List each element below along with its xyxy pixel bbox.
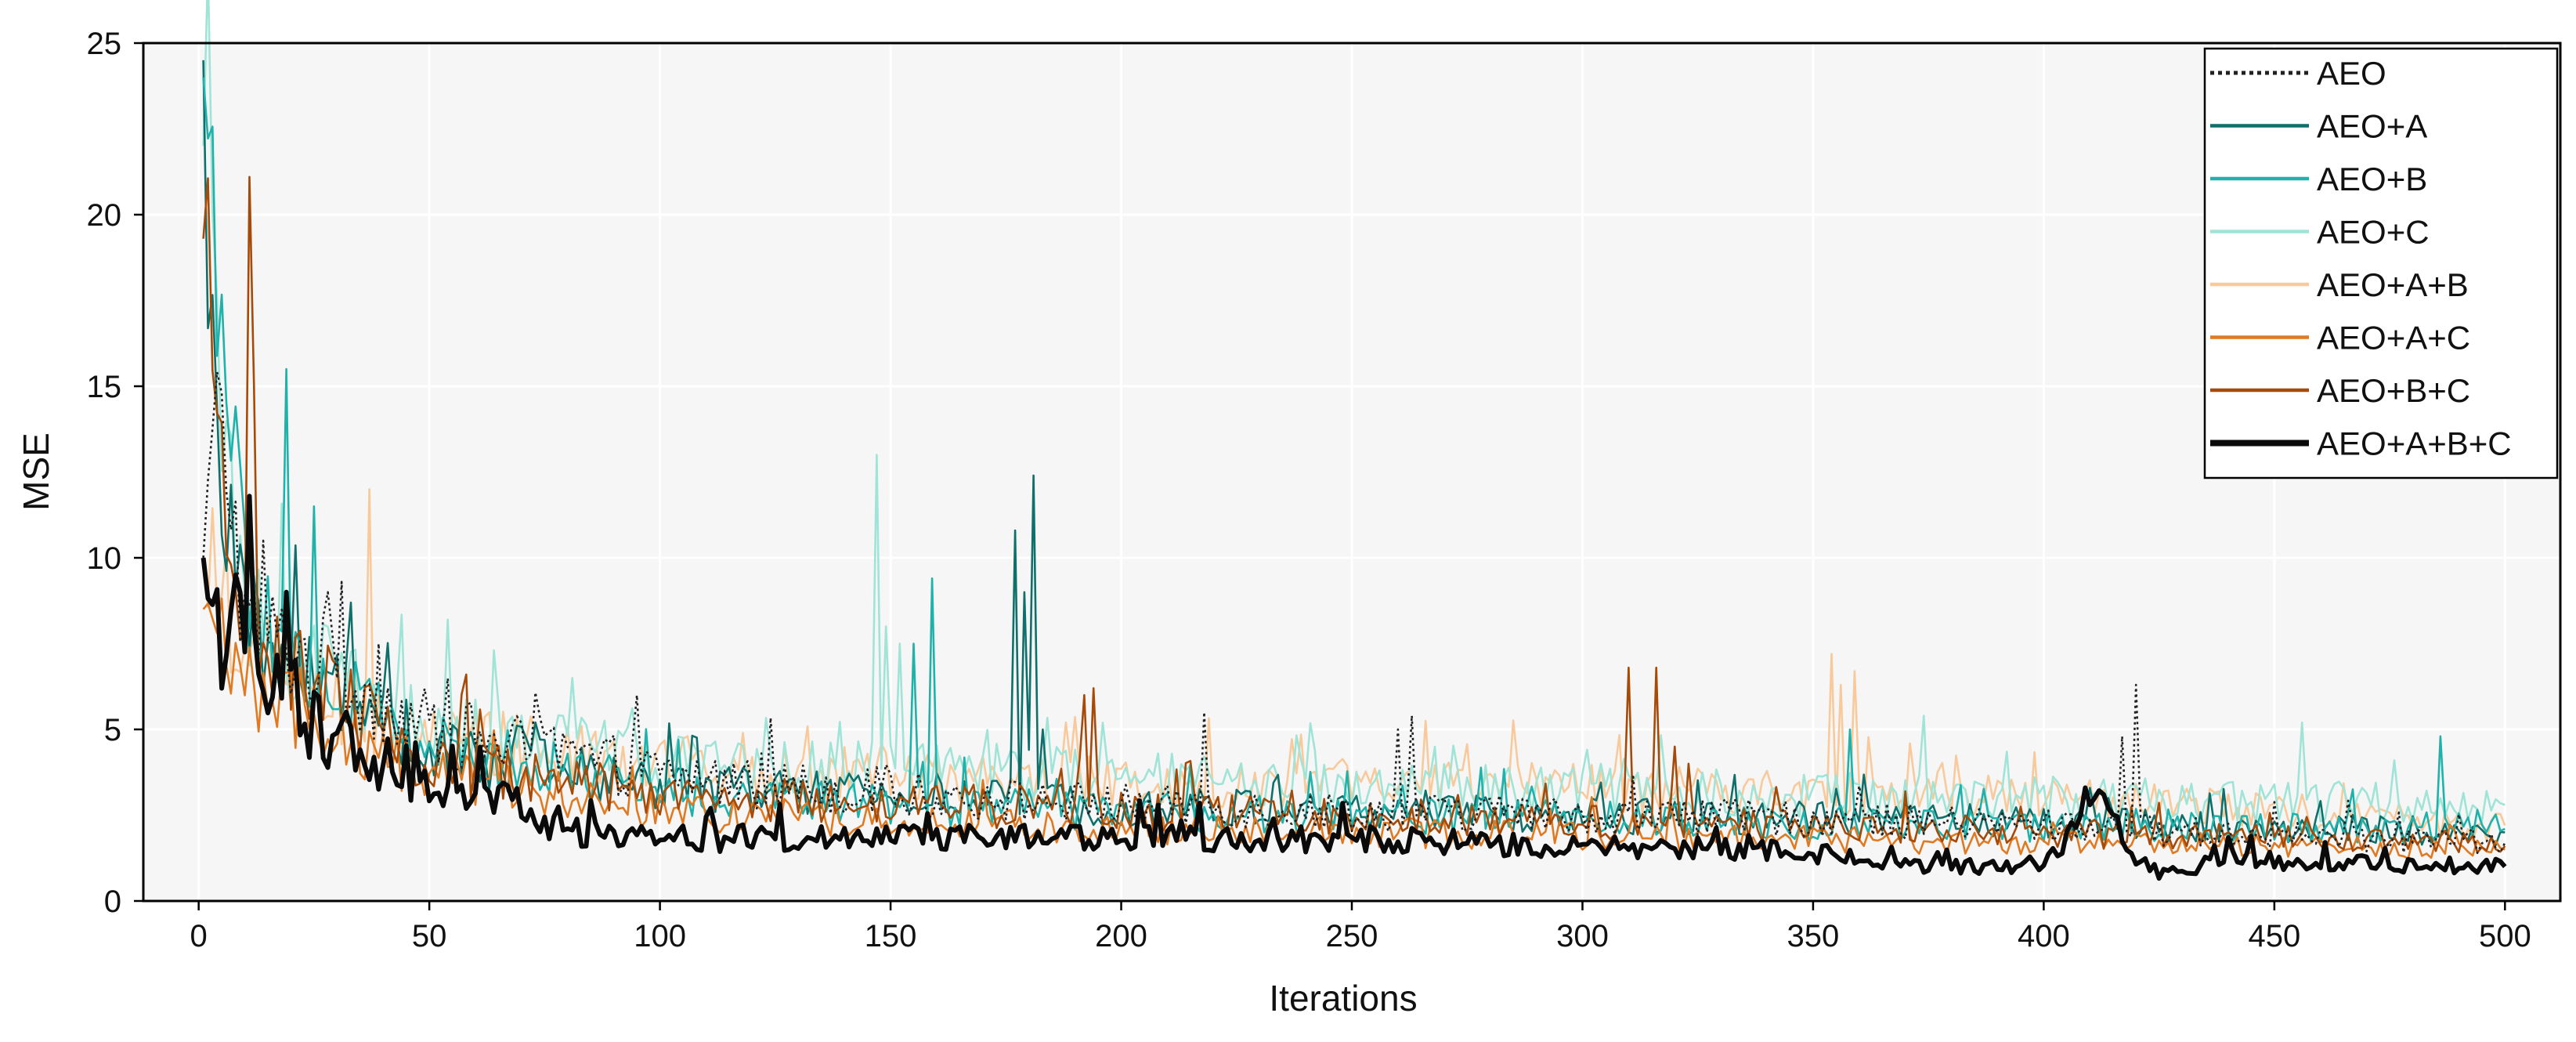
x-axis-title: Iterations xyxy=(1269,978,1417,1018)
y-axis-title: MSE xyxy=(16,432,56,511)
series-line-aeo xyxy=(202,371,2506,855)
legend-label: AEO+B+C xyxy=(2317,372,2470,409)
y-tick-label: 5 xyxy=(104,713,121,747)
legend-box xyxy=(2203,47,2559,479)
series-line-aeo-a-b-c xyxy=(201,494,2507,881)
x-tick-label: 300 xyxy=(1556,919,1609,953)
y-tick-label: 20 xyxy=(87,198,122,233)
series-layer xyxy=(201,0,2507,881)
x-tick-label: 500 xyxy=(2479,919,2531,953)
legend-label: AEO+A+B+C xyxy=(2317,425,2512,462)
legend-label: AEO+A+C xyxy=(2317,320,2470,356)
y-tick-label: 15 xyxy=(87,370,122,404)
y-tick-label: 0 xyxy=(104,885,121,919)
legend-label: AEO+C xyxy=(2317,214,2430,251)
legend-label: AEO+A xyxy=(2317,108,2427,145)
x-tick-label: 50 xyxy=(412,919,447,953)
x-tick-label: 0 xyxy=(190,919,208,953)
x-tick-label: 150 xyxy=(865,919,917,953)
x-tick-label: 450 xyxy=(2248,919,2300,953)
x-tick-label: 350 xyxy=(1787,919,1840,953)
legend-label: AEO+A+B xyxy=(2317,266,2469,303)
x-tick-label: 250 xyxy=(1326,919,1378,953)
y-tick-label: 10 xyxy=(87,541,122,576)
x-tick-label: 200 xyxy=(1095,919,1147,953)
legend: AEO AEO+A AEO+B AEO+C AEO+A+B AEO+A+C AEO+B+C A… xyxy=(2203,47,2559,479)
ticks xyxy=(134,42,2506,910)
tick-labels: 0 50 100 150 200 250 300 350 400 450 500 0 5 10 15 20 25 xyxy=(87,27,2531,953)
legend-label: AEO xyxy=(2317,55,2386,92)
legend-label: AEO+B xyxy=(2317,161,2427,197)
x-tick-label: 400 xyxy=(2018,919,2070,953)
x-tick-label: 100 xyxy=(634,919,686,953)
y-tick-label: 25 xyxy=(87,27,122,61)
